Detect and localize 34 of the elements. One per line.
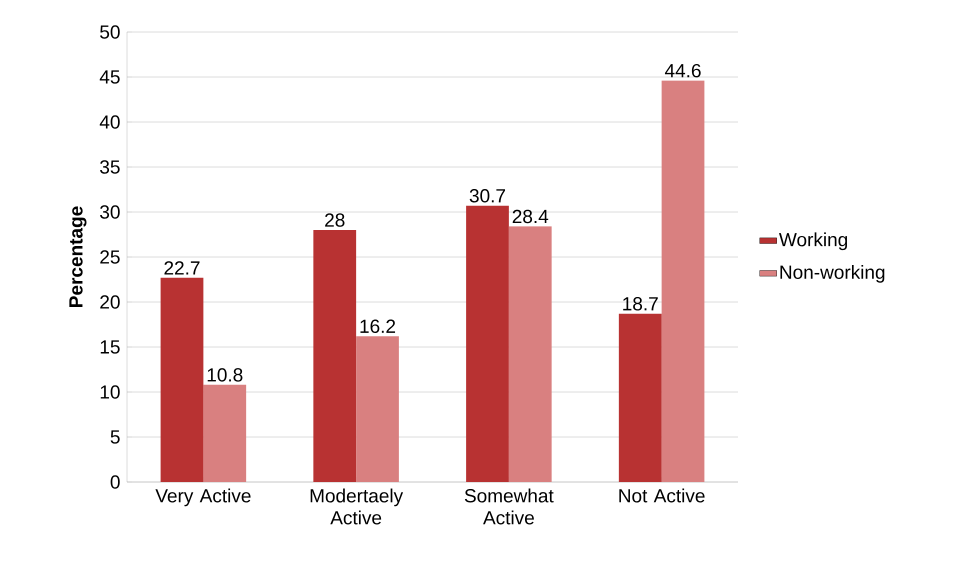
y-tick-label: 35 bbox=[100, 160, 120, 174]
y-tick-label: 30 bbox=[100, 205, 120, 219]
bar bbox=[160, 278, 204, 482]
y-axis-title: Percentage bbox=[69, 206, 86, 307]
x-tick-label: Modertaely Active bbox=[310, 488, 404, 524]
data-label: 28.4 bbox=[512, 210, 548, 224]
x-tick-label: Not Active bbox=[619, 488, 705, 502]
x-tick-label: Somewhat Active bbox=[464, 488, 554, 524]
x-tick-label: Very Active bbox=[155, 488, 251, 506]
data-label: 22.7 bbox=[164, 261, 200, 274]
bar bbox=[662, 80, 704, 482]
data-label: 16.2 bbox=[360, 320, 396, 334]
y-tick-label: 15 bbox=[100, 340, 120, 354]
bar bbox=[203, 384, 246, 482]
y-tick-label: 20 bbox=[100, 295, 120, 309]
data-label: 28 bbox=[325, 213, 344, 227]
legend-label: Non-working bbox=[780, 264, 884, 283]
y-tick-label: 40 bbox=[100, 115, 120, 129]
y-tick-label: 0 bbox=[110, 475, 120, 489]
y-tick-label: 25 bbox=[100, 250, 120, 264]
data-label: 30.7 bbox=[470, 189, 506, 202]
bar bbox=[508, 226, 552, 482]
bar bbox=[313, 230, 356, 482]
y-tick-label: 5 bbox=[110, 430, 120, 444]
y-tick-label: 10 bbox=[100, 385, 120, 399]
data-label: 44.6 bbox=[664, 64, 701, 78]
bar bbox=[466, 206, 509, 482]
y-tick-label: 45 bbox=[100, 70, 120, 84]
bar bbox=[618, 314, 662, 482]
legend-label: Working bbox=[778, 232, 848, 250]
data-label: 18.7 bbox=[623, 297, 658, 311]
data-label: 10.8 bbox=[208, 368, 242, 382]
bar bbox=[356, 336, 399, 482]
y-tick-label: 50 bbox=[100, 25, 120, 39]
